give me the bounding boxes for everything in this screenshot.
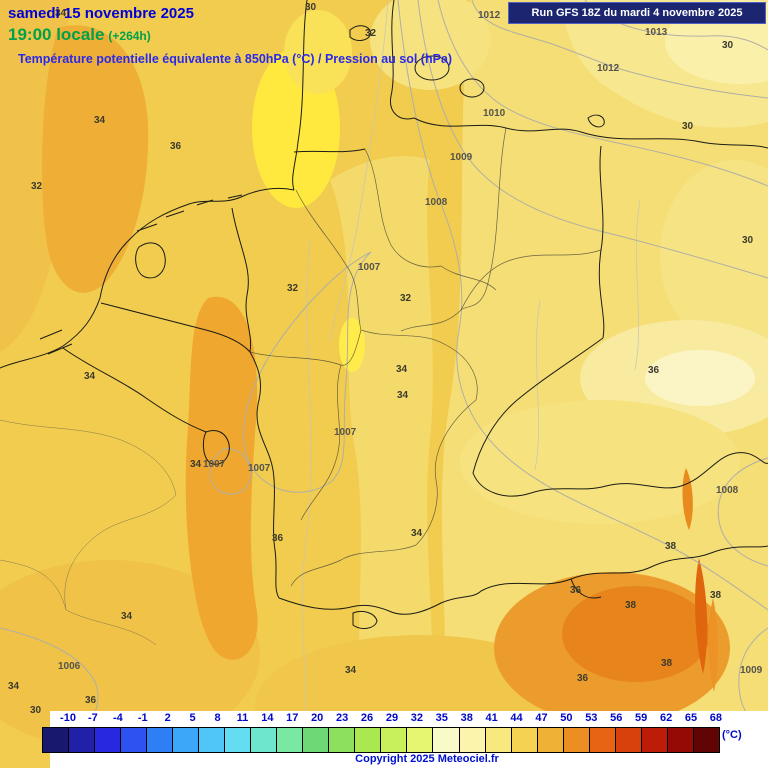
- colorbar-segment: [69, 728, 96, 752]
- region-orange-sliver1: [682, 468, 693, 530]
- date-label: samedi 15 novembre 2025: [8, 5, 194, 22]
- region-orange-southeast-core: [562, 586, 710, 682]
- colorbar-tick: 44: [510, 712, 523, 724]
- colorbar-segment: [615, 728, 642, 752]
- colorbar-segment: [147, 728, 174, 752]
- run-info-label: Run GFS 18Z du mardi 4 novembre 2025: [531, 7, 743, 19]
- colorbar-tick: 41: [485, 712, 498, 724]
- colorbar-segment: [563, 728, 590, 752]
- colorbar-tick: 5: [189, 712, 196, 724]
- region-orange-sliver3: [708, 598, 719, 692]
- copyright-label: Copyright 2025 Meteociel.fr: [355, 753, 499, 765]
- map-header: samedi 15 novembre 2025 19:00 locale (+26…: [8, 5, 452, 66]
- colorbar-segment: [485, 728, 512, 752]
- legend-panel: -10 -7 -4 -1 2 5 8 11 14 17 20 23 26 29 32 35 38 41 44 47 50…: [0, 711, 768, 768]
- colorbar-tick: 59: [635, 712, 648, 724]
- region-light-center: [330, 156, 433, 768]
- colorbar-tick: -4: [112, 712, 123, 724]
- colorbar-tick: 53: [585, 712, 598, 724]
- run-info-box: Run GFS 18Z du mardi 4 novembre 2025: [508, 2, 766, 24]
- region-pale-east-core: [645, 350, 755, 406]
- colorbar-segment: [641, 728, 668, 752]
- colorbar-segment: [329, 728, 356, 752]
- colorbar: [42, 727, 720, 753]
- region-gold-southwest: [0, 560, 260, 750]
- colorbar-tick: 68: [709, 712, 723, 724]
- colorbar-segment: [121, 728, 148, 752]
- region-orange-northwest: [42, 25, 149, 293]
- colorbar-segment: [225, 728, 252, 752]
- colorbar-tick: -7: [88, 712, 98, 724]
- map-subtitle: Température potentielle équivalente à 85…: [18, 52, 453, 66]
- region-light-southeast: [460, 400, 740, 524]
- colorbar-segment: [693, 728, 719, 752]
- colorbar-segment: [199, 728, 226, 752]
- colorbar-tick: 56: [610, 712, 623, 724]
- colorbar-segment: [251, 728, 278, 752]
- colorbar-tick: 35: [435, 712, 448, 724]
- colorbar-segment: [433, 728, 460, 752]
- colorbar-segment: [511, 728, 538, 752]
- colorbar-tick: 47: [535, 712, 548, 724]
- time-line: 19:00 locale (+264h): [8, 25, 452, 45]
- colorbar-tick: 20: [311, 712, 324, 724]
- colorbar-tick: 62: [659, 712, 673, 724]
- colorbar-segment: [303, 728, 330, 752]
- state-borders: [249, 127, 602, 587]
- colorbar-tick: 32: [410, 712, 423, 724]
- colorbar-tick: 11: [236, 712, 249, 724]
- colorbar-segment: [537, 728, 564, 752]
- time-label: 19:00 locale: [8, 25, 105, 44]
- colorbar-segment: [667, 728, 694, 752]
- colorbar-segment: [459, 728, 486, 752]
- colorbar-tick: -10: [60, 712, 76, 724]
- colorbar-segment: [381, 728, 408, 752]
- colorbar-segment: [589, 728, 616, 752]
- colorbar-ticks: -10 -7 -4 -1 2 5 8 11 14 17 20 23 26 29 32 35 38 41 44 47 50…: [0, 713, 768, 726]
- colorbar-segment: [43, 728, 70, 752]
- forecast-offset-label: (+264h): [108, 29, 151, 43]
- colorbar-tick: 2: [164, 712, 171, 724]
- colorbar-tick: 23: [335, 712, 349, 724]
- region-orange-west: [185, 296, 258, 660]
- colorbar-tick: 38: [460, 712, 473, 724]
- region-bright-center-spot: [339, 318, 365, 372]
- country-borders: [0, 0, 768, 629]
- colorbar-segment: [173, 728, 200, 752]
- colorbar-tick: -1: [137, 712, 148, 724]
- colorbar-segment: [407, 728, 434, 752]
- region-bright-north2: [284, 10, 352, 94]
- colorbar-tick: 65: [684, 712, 698, 724]
- colorbar-segment: [95, 728, 122, 752]
- unit-label: (°C): [722, 729, 742, 741]
- colorbar-tick: 29: [385, 712, 399, 724]
- colorbar-tick: 8: [214, 712, 221, 724]
- colorbar-segment: [355, 728, 382, 752]
- colorbar-tick: 50: [560, 712, 573, 724]
- colorbar-segment: [277, 728, 304, 752]
- secondary-contours: [301, 0, 641, 761]
- regional-borders-west: [0, 419, 177, 646]
- region-orange-sliver2: [695, 558, 708, 674]
- colorbar-tick: 26: [360, 712, 374, 724]
- colorbar-tick: 14: [261, 712, 274, 724]
- colorbar-tick: 17: [286, 712, 299, 724]
- region-light-east-band: [660, 160, 768, 350]
- isobar-contours: [0, 0, 768, 732]
